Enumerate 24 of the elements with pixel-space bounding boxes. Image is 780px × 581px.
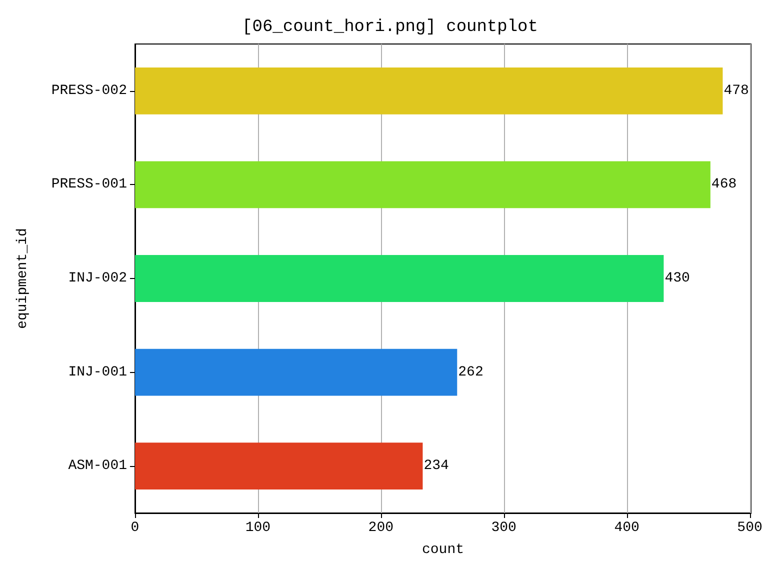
x-tick-label: 200 (368, 520, 394, 536)
data-label: 478 (724, 82, 749, 99)
y-tick-label: INJ-001 (68, 364, 127, 380)
bar (135, 161, 710, 208)
bar (135, 348, 458, 396)
y-axis-title: equipment_id (15, 228, 31, 329)
data-label: 430 (664, 270, 690, 286)
y-tick-label: INJ-002 (68, 270, 127, 286)
bar (135, 255, 664, 302)
chart-title: [06_count_hori.png] countplot (242, 18, 538, 37)
x-tick-label: 400 (614, 520, 640, 536)
x-tick-label: 500 (737, 520, 762, 536)
x-tick-label: 300 (491, 520, 516, 536)
bar (135, 442, 423, 490)
x-tick-label: 100 (245, 520, 271, 536)
y-tick-label: PRESS-001 (51, 176, 127, 193)
data-label: 234 (424, 458, 449, 474)
bar (135, 67, 723, 114)
data-label: 262 (458, 364, 484, 380)
y-tick-label: ASM-001 (68, 458, 127, 474)
x-axis-title: count (422, 542, 464, 558)
x-tick-label: 0 (130, 520, 140, 536)
data-label: 468 (711, 176, 737, 193)
y-tick-label: PRESS-002 (51, 82, 127, 99)
